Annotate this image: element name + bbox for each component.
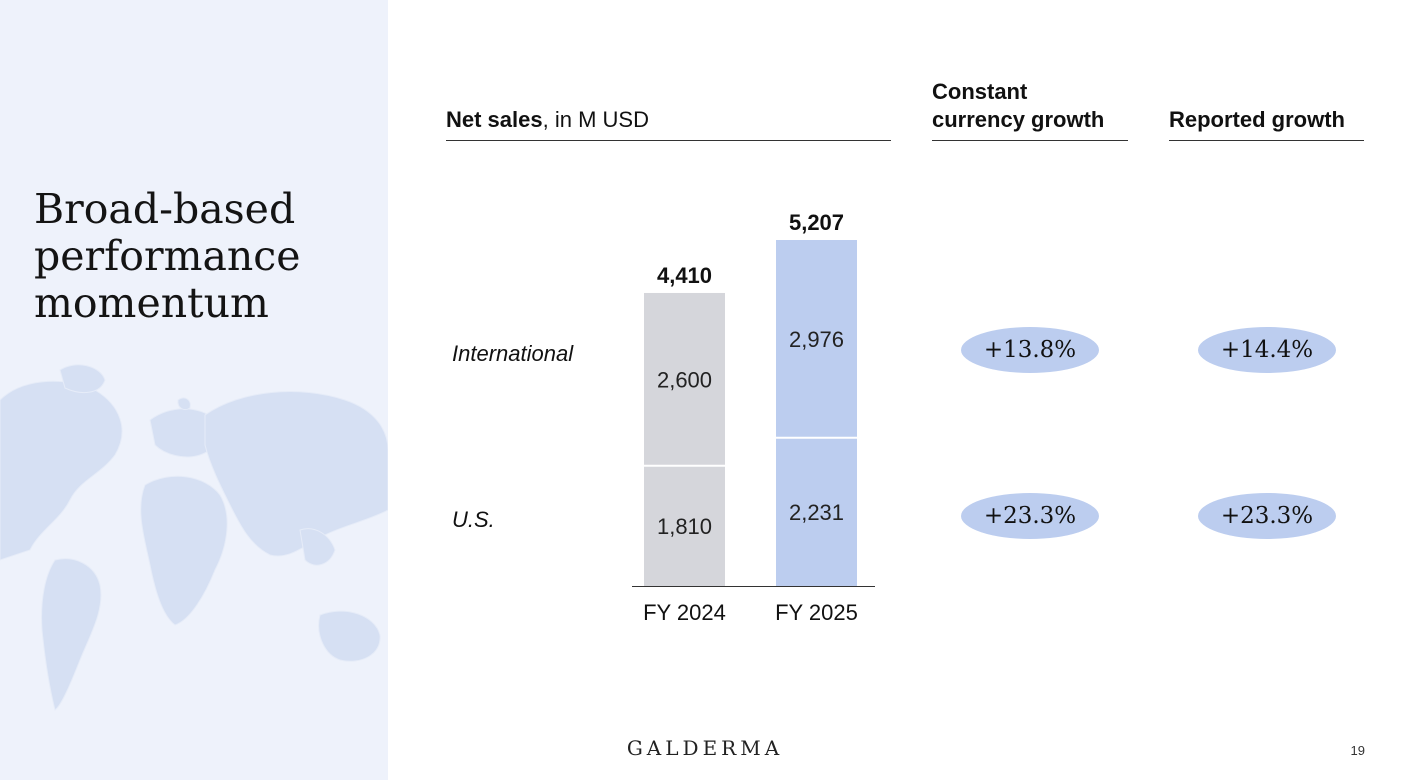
net-sales-header-bold: Net sales (446, 107, 543, 132)
bar-segment-u-s (776, 437, 857, 586)
bar-segment-international (644, 292, 725, 466)
bar-total-label: 5,207 (789, 210, 844, 235)
constant-currency-growth-header: Constant currency growth (932, 78, 1128, 141)
us-reported-growth-pill: +23.3% (1198, 493, 1336, 539)
page-number: 19 (1350, 743, 1365, 758)
international-reported-growth-pill: +14.4% (1198, 327, 1336, 373)
bar-segment-u-s (644, 465, 725, 586)
x-axis-tick-label: FY 2025 (775, 600, 858, 625)
title-line: momentum (34, 279, 269, 327)
bar-value-label: 2,976 (789, 327, 844, 352)
title-line: Broad-based (34, 185, 296, 233)
bar-value-label: 1,810 (657, 514, 712, 539)
ccg-header-line2: currency growth (932, 107, 1105, 132)
row-label-us: U.S. (452, 507, 495, 532)
galderma-logo: GALDERMA (626, 736, 784, 760)
title-line: performance (34, 232, 301, 280)
x-axis-tick-label: FY 2024 (643, 600, 726, 625)
net-sales-header: Net sales, in M USD (446, 106, 891, 141)
ccg-header-line1: Constant (932, 79, 1028, 104)
international-constant-growth-pill: +13.8% (961, 327, 1099, 373)
slide-title: Broad-based performance momentum (34, 186, 374, 327)
row-label-international: International (452, 341, 574, 366)
reported-growth-header: Reported growth (1169, 106, 1364, 141)
bar-total-label: 4,410 (657, 263, 712, 288)
net-sales-header-unit: , in M USD (542, 107, 649, 132)
world-map-illustration (0, 364, 388, 711)
bar-value-label: 2,600 (657, 367, 712, 392)
side-panel (0, 0, 388, 780)
bar-segment-international (776, 240, 857, 438)
bar-value-label: 2,231 (789, 500, 844, 525)
us-constant-growth-pill: +23.3% (961, 493, 1099, 539)
